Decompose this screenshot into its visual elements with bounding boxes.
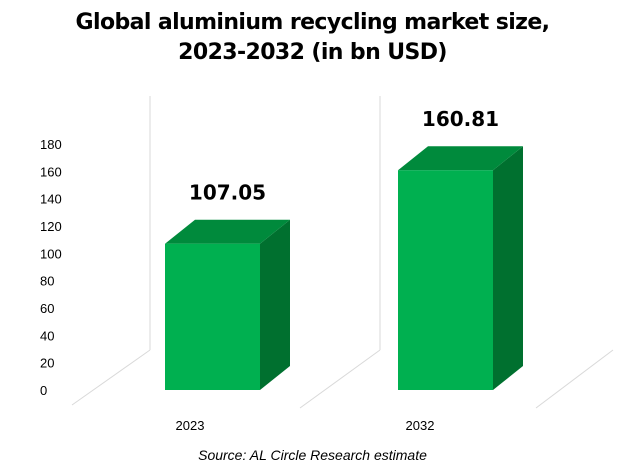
data-label: 160.81: [422, 107, 499, 131]
source-note: Source: AL Circle Research estimate: [198, 447, 427, 463]
chart-title: Global aluminium recycling market size, …: [0, 8, 625, 68]
y-tick-label: 160: [40, 164, 62, 179]
y-tick-label: 100: [40, 246, 62, 261]
floor-right-diagonal: [535, 349, 614, 409]
bar-side-face: [493, 146, 523, 390]
y-tick-label: 80: [40, 274, 54, 289]
x-tick-label: 2032: [406, 418, 435, 433]
bar-side-face: [260, 219, 290, 390]
floor-left-diagonal: [71, 349, 151, 406]
bar: [398, 170, 493, 390]
bar-top-face: [165, 219, 290, 244]
floor-center-diagonal: [299, 349, 381, 409]
bar: [165, 243, 260, 390]
y-tick-label: 0: [40, 383, 47, 398]
y-tick-label: 140: [40, 192, 62, 207]
y-tick-label: 20: [40, 356, 54, 371]
y-tick-label: 40: [40, 328, 54, 343]
bar-top-face: [398, 146, 523, 171]
chart-title-line-2: 2023-2032 (in bn USD): [178, 40, 447, 65]
x-tick-label: 2023: [176, 418, 205, 433]
chart-title-line-1: Global aluminium recycling market size,: [75, 10, 550, 35]
y-tick-label: 120: [40, 219, 62, 234]
data-label: 107.05: [189, 181, 266, 205]
y-tick-label: 180: [40, 137, 62, 152]
y-tick-label: 60: [40, 301, 54, 316]
